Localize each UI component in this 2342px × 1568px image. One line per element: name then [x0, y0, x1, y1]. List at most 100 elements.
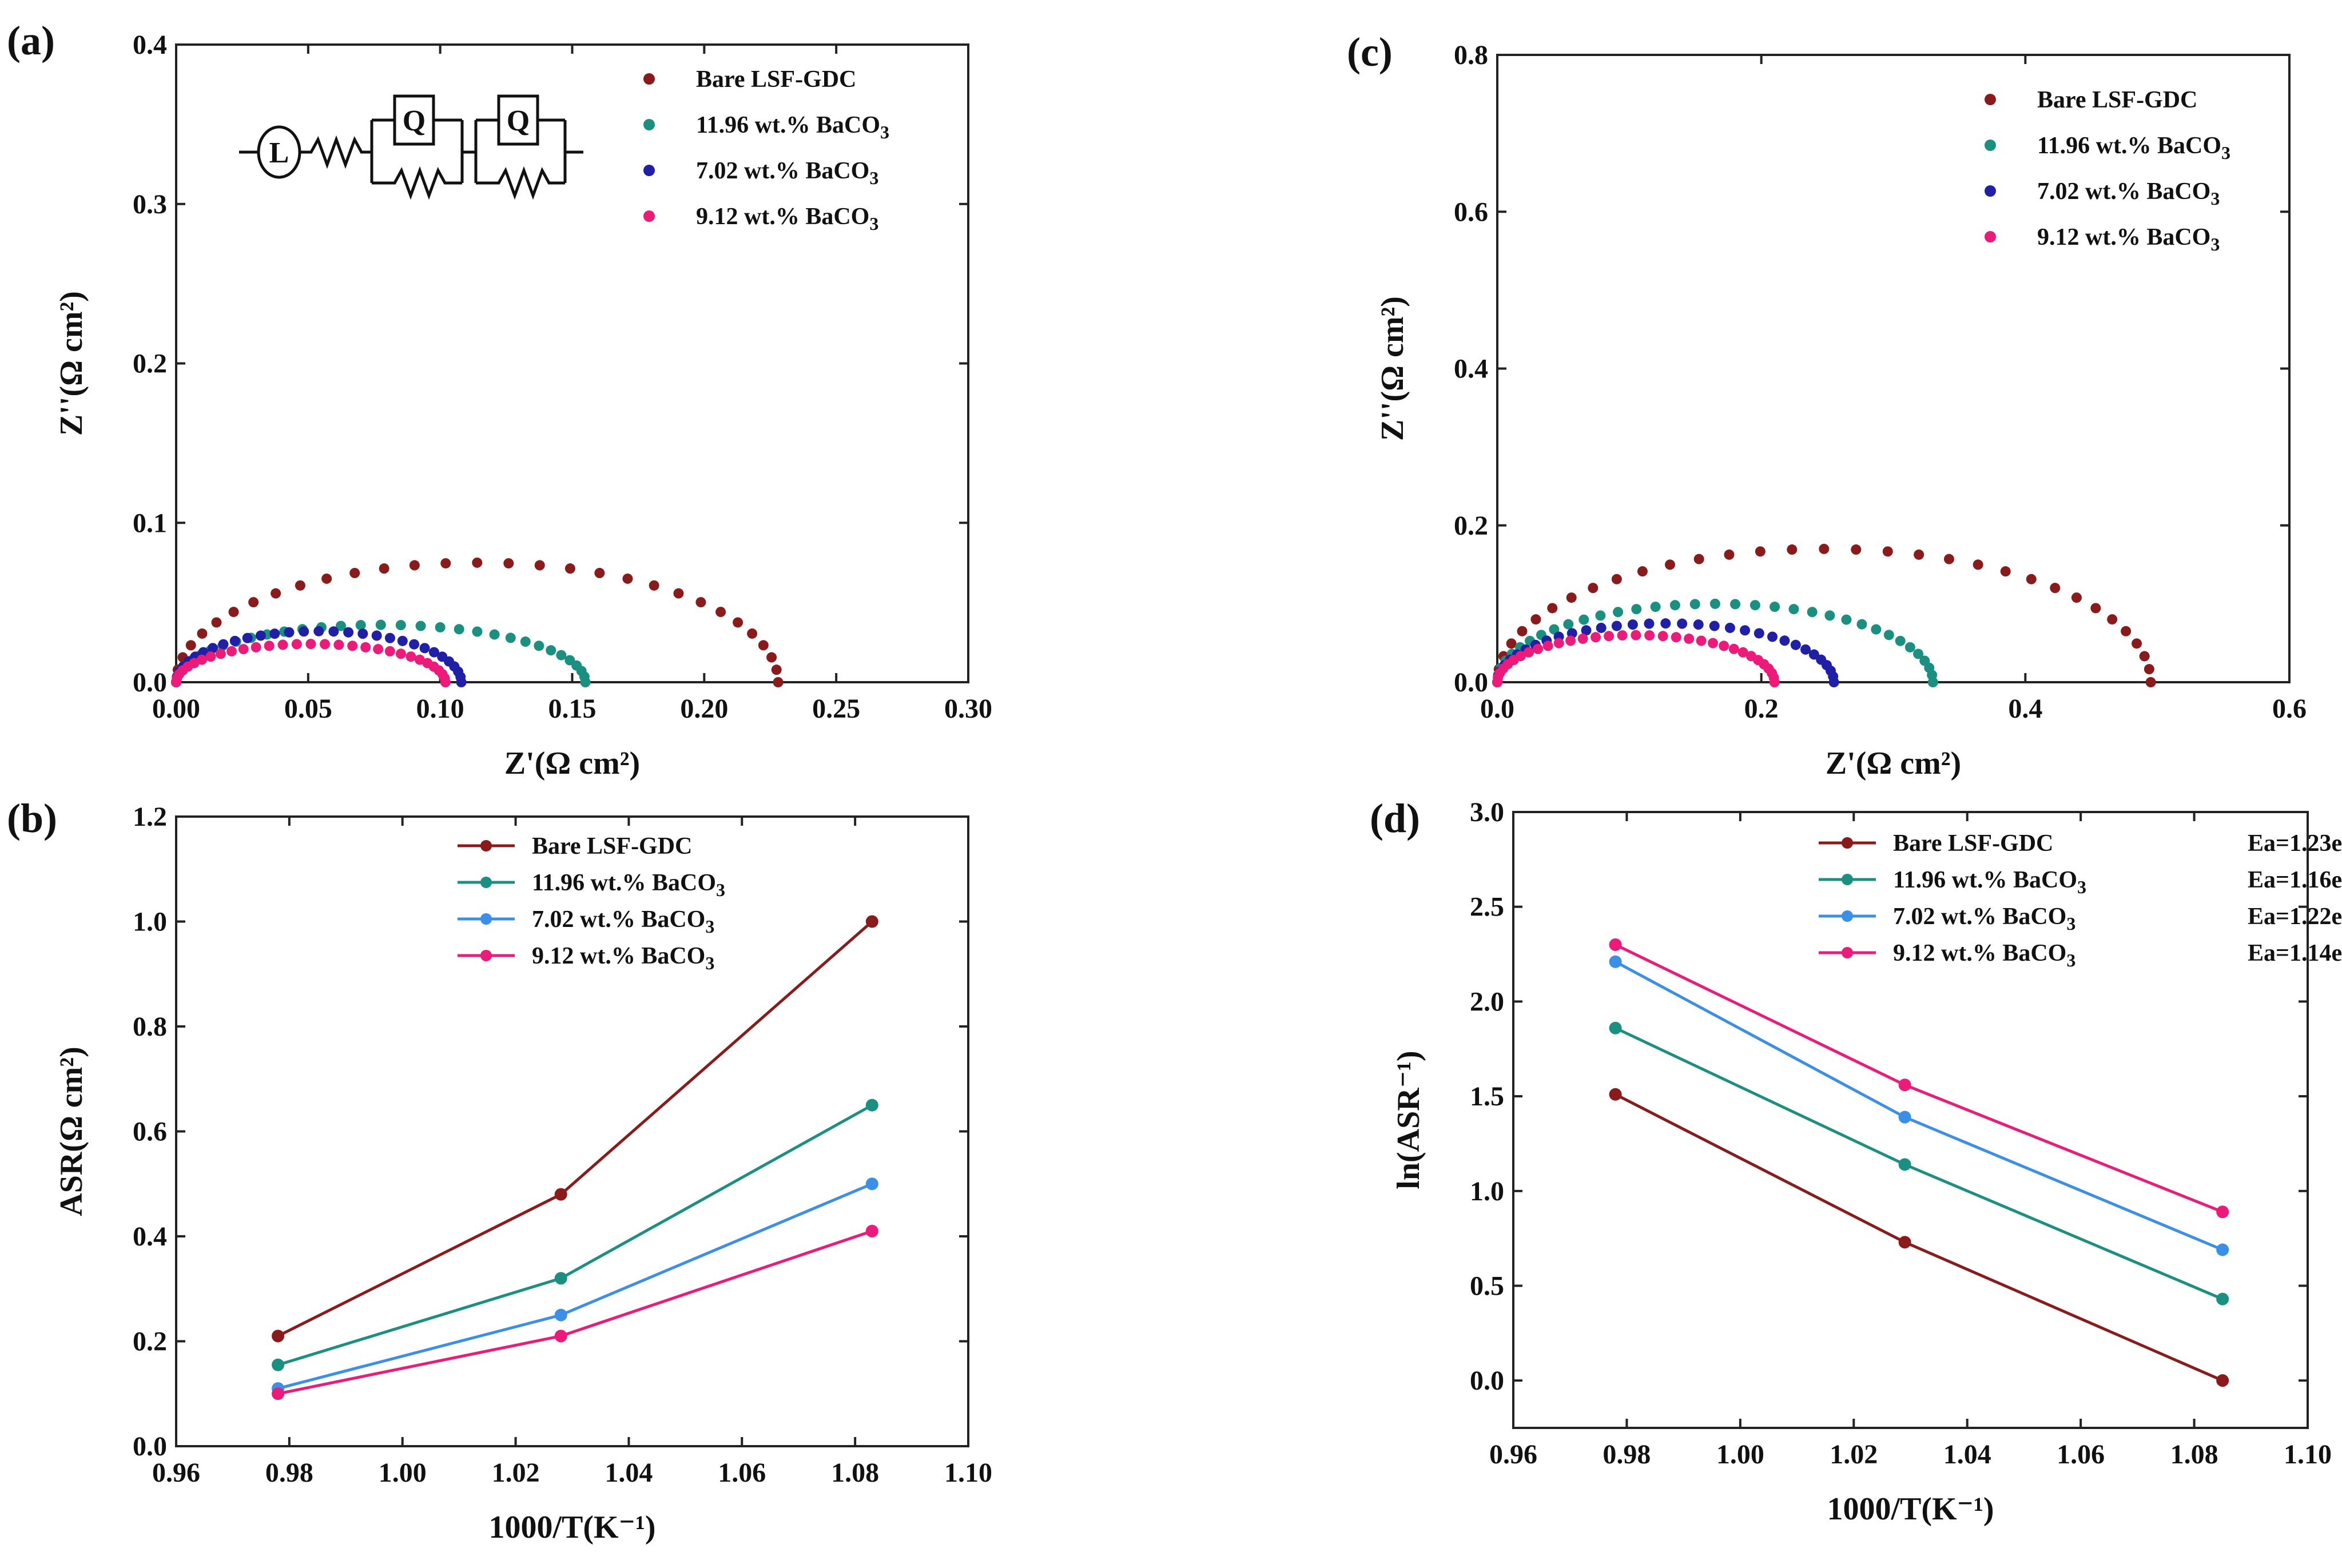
data-point: [1696, 635, 1707, 646]
x-tick-label: 0.4: [2008, 694, 2042, 724]
data-point: [554, 1272, 567, 1285]
y-tick-label: 0.2: [1454, 511, 1488, 541]
y-tick-label: 2.5: [1470, 892, 1504, 922]
data-point: [1617, 630, 1628, 641]
x-tick-label: 0.98: [265, 1458, 313, 1488]
y-tick-label: 0.3: [133, 189, 167, 220]
y-tick-label: 0.4: [1454, 354, 1488, 384]
legend-label: 11.96 wt.% BaCO3: [1893, 867, 2086, 897]
data-point: [556, 650, 567, 660]
data-point: [2145, 677, 2156, 687]
legend-label: 9.12 wt.% BaCO3: [2037, 224, 2220, 254]
resistor-symbol: [476, 166, 565, 200]
data-point: [580, 677, 591, 687]
data-point: [415, 620, 426, 631]
legend-label: 9.12 wt.% BaCO3: [532, 943, 714, 973]
data-point: [2132, 638, 2142, 649]
data-point: [454, 624, 464, 635]
data-point: [1609, 938, 1622, 951]
y-tick-label: 3.0: [1470, 797, 1504, 827]
data-point: [1644, 618, 1655, 629]
x-tick-label: 0.05: [284, 694, 332, 724]
data-point: [1578, 614, 1589, 625]
x-tick-label: 0.25: [812, 694, 860, 724]
data-point: [1943, 554, 1954, 564]
data-point: [758, 640, 769, 651]
data-point: [649, 580, 659, 591]
data-point: [1684, 633, 1695, 644]
data-point: [347, 640, 358, 651]
data-point: [771, 664, 782, 675]
x-tick-label: 0.0: [1480, 694, 1514, 724]
legend-label: Bare LSF-GDC: [2037, 87, 2197, 113]
data-point: [2216, 1374, 2229, 1387]
data-point: [1753, 628, 1764, 639]
data-point: [1898, 1236, 1911, 1249]
data-point: [1609, 1088, 1622, 1101]
data-point: [534, 640, 544, 651]
data-point: [373, 644, 384, 655]
panel-d: (d) 0.96 0.98 1.00 1.02 1.04 1.06 1.08 1.10 0.0 0.…: [1370, 795, 2342, 1527]
data-point: [2139, 651, 2150, 662]
data-point: [1657, 631, 1668, 642]
series-line: [277, 1104, 873, 1367]
data-point: [1800, 644, 1811, 655]
data-point: [328, 626, 339, 637]
data-point: [435, 622, 446, 632]
data-point: [1631, 604, 1642, 615]
x-axis-title: 1000/T(K⁻¹): [488, 1510, 655, 1545]
data-point: [1637, 566, 1648, 577]
data-point: [766, 652, 777, 663]
data-point: [865, 1099, 878, 1112]
series-line: [1615, 960, 2224, 1251]
data-point: [211, 617, 222, 628]
data-point: [1973, 559, 1983, 570]
y-axis-title: Z''(Ω cm²): [1375, 296, 1410, 441]
data-point: [1693, 554, 1704, 564]
data-point: [272, 1387, 285, 1400]
x-tick-label: 1.10: [944, 1458, 992, 1488]
data-point: [384, 632, 395, 643]
y-tick-label: 1.5: [1470, 1081, 1504, 1112]
data-point: [1524, 647, 1534, 658]
y-tick-label: 0.6: [133, 1117, 167, 1147]
panel-label: (b): [7, 795, 57, 841]
data-point: [1664, 559, 1675, 570]
data-point: [1627, 619, 1638, 630]
cpe-label: Q: [403, 105, 426, 137]
data-point: [440, 677, 451, 687]
y-tick-label: 0.8: [133, 1012, 167, 1042]
legend-ea: Ea=1.23eV: [2248, 830, 2342, 857]
data-point: [384, 646, 395, 656]
data-point: [264, 640, 275, 651]
data-point: [2107, 614, 2118, 625]
data-point: [428, 647, 439, 658]
data-point: [238, 644, 249, 655]
data-point: [1898, 1079, 1911, 1092]
data-point: [248, 597, 259, 608]
data-point: [546, 645, 556, 656]
legend-label: 9.12 wt.% BaCO3: [1893, 940, 2075, 970]
panel-b: (b) 0.96 0.98 1.00 1.02 1.04 1.06 1.08 1.10 0.0 0.…: [7, 795, 992, 1545]
panel-label: (c): [1347, 29, 1393, 75]
data-point: [269, 628, 280, 639]
legend-label: Bare LSF-GDC: [532, 833, 692, 859]
legend-marker: [1985, 94, 1996, 105]
data-point: [1730, 599, 1741, 610]
x-tick-label: 0.10: [416, 694, 464, 724]
data-point: [1749, 600, 1760, 611]
series-line: [1615, 1093, 2224, 1382]
data-point: [2050, 583, 2061, 594]
data-point: [371, 630, 382, 641]
data-point: [1882, 546, 1893, 557]
data-point: [1770, 602, 1780, 612]
data-point: [1596, 622, 1607, 633]
data-point: [1547, 603, 1558, 614]
legend-marker: [1985, 185, 1996, 197]
data-point: [1769, 677, 1780, 687]
data-point: [1724, 549, 1735, 560]
data-point: [1631, 630, 1641, 640]
data-point: [1788, 604, 1799, 615]
data-point: [272, 1358, 285, 1371]
x-axis-title: Z'(Ω cm²): [504, 746, 640, 781]
